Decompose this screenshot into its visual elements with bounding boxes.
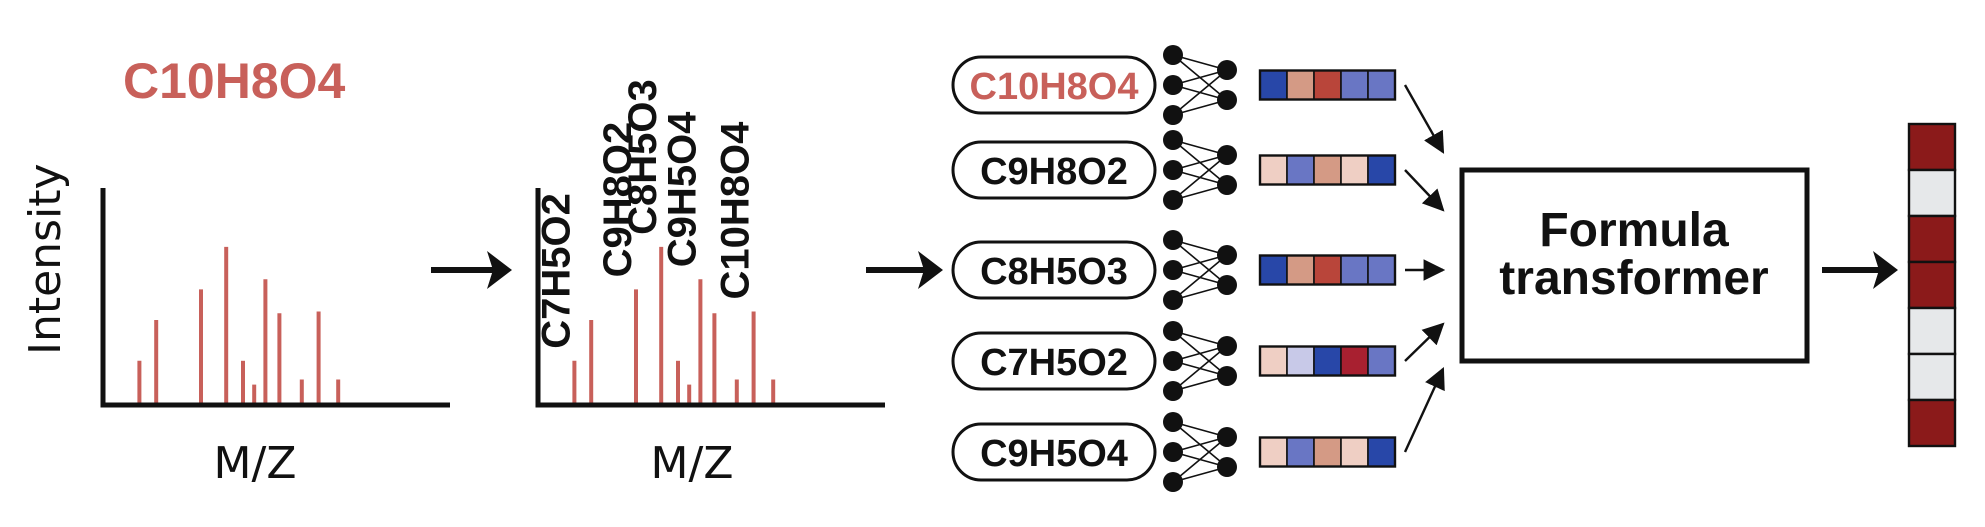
embedding-cell (1286, 154, 1315, 186)
spectrum-left-title: C10H8O4 (123, 53, 346, 109)
embedding-cell (1259, 254, 1288, 286)
output-cell (1907, 122, 1957, 172)
embedding-cell (1367, 154, 1396, 186)
embedding-cell (1286, 69, 1315, 101)
embedding-cell (1259, 436, 1288, 468)
embedding-cell (1286, 436, 1315, 468)
output-cell (1907, 352, 1957, 402)
output-cell (1907, 306, 1957, 356)
transformer-label-line1: Formula (1539, 204, 1729, 257)
formula-pill (951, 140, 1157, 200)
embedding-cell (1367, 345, 1396, 377)
output-vector (1907, 122, 1957, 448)
formula-row: C9H8O2 (951, 130, 1397, 210)
spectrum-right-xlabel: M/Z (651, 438, 734, 489)
embedding-vector (1258, 69, 1397, 101)
formula-label: C9H8O2 (980, 151, 1128, 193)
formula-pill (951, 55, 1157, 115)
embedding-cell (1286, 345, 1315, 377)
output-cell (1907, 398, 1957, 448)
formula-list: C10H8O4 C9H8O2 C8H5O3 C7H5O2 C9H5O4 (951, 45, 1397, 492)
arrow-transformer-to-output (1822, 251, 1898, 289)
neural-net-icon (1163, 45, 1237, 125)
neural-net-icon (1163, 412, 1237, 492)
embedding-cell (1367, 254, 1396, 286)
peak-label: C9H8O2 (596, 122, 640, 278)
arrow-annotated-to-formulas (866, 251, 943, 289)
embedding-cell (1340, 154, 1369, 186)
output-cell (1907, 260, 1957, 310)
embedding-arrow (1404, 322, 1445, 362)
embedding-arrow (1403, 367, 1445, 453)
formula-label: C8H5O3 (980, 251, 1128, 293)
formula-row: C8H5O3 (951, 230, 1397, 310)
spectrum-left-axes (100, 188, 450, 408)
embedding-cell (1313, 254, 1342, 286)
neural-net-icon (1163, 230, 1237, 310)
embedding-cell (1367, 69, 1396, 101)
embedding-cell (1313, 154, 1342, 186)
embedding-arrow (1404, 169, 1445, 212)
peak-label: C7H5O2 (534, 193, 578, 349)
embedding-arrow (1403, 84, 1445, 154)
output-cell (1907, 168, 1957, 218)
formula-label: C10H8O4 (970, 66, 1139, 108)
embedding-cell (1259, 154, 1288, 186)
spectrum-left-peaks (137, 246, 341, 405)
formula-row: C10H8O4 (951, 45, 1397, 125)
embedding-vector (1258, 154, 1397, 186)
embedding-cell (1286, 254, 1315, 286)
spectrum-left-xlabel: M/Z (214, 438, 297, 489)
embedding-cell (1259, 345, 1288, 377)
embedding-vector (1258, 436, 1397, 468)
embedding-vector (1258, 254, 1397, 286)
peak-label: C9H5O4 (660, 111, 704, 267)
embedding-cell (1367, 436, 1396, 468)
embedding-to-transformer-arrows (1403, 84, 1446, 453)
embedding-cell (1259, 69, 1288, 101)
embedding-vector (1258, 345, 1397, 377)
peak-label: C8H5O3 (621, 79, 665, 235)
formula-pill (951, 240, 1157, 300)
embedding-cell (1340, 345, 1369, 377)
embedding-cell (1340, 254, 1369, 286)
formula-label: C9H5O4 (980, 433, 1128, 475)
peak-label: C10H8O4 (714, 121, 758, 300)
spectrum-right-peaks (572, 246, 776, 405)
neural-net-icon (1163, 130, 1237, 210)
transformer-label-line2: transformer (1499, 252, 1768, 305)
spectrum-left-ylabel: Intensity (20, 163, 71, 355)
output-cell (1907, 214, 1957, 264)
embedding-cell (1340, 436, 1369, 468)
formula-pill (951, 422, 1157, 482)
formula-row: C7H5O2 (951, 321, 1397, 401)
embedding-cell (1313, 345, 1342, 377)
spectrum-left: C10H8O4 Intensity M/Z (20, 53, 450, 489)
formula-transformer: Formula transformer (1459, 167, 1810, 364)
arrow-spectrum-to-annotated (431, 251, 512, 289)
embedding-cell (1340, 69, 1369, 101)
formula-pill (951, 331, 1157, 391)
formula-label: C7H5O2 (980, 342, 1128, 384)
embedding-cell (1313, 69, 1342, 101)
formula-row: C9H5O4 (951, 412, 1397, 492)
spectrum-right-axes (535, 188, 885, 408)
transformer-box (1459, 167, 1810, 364)
embedding-cell (1313, 436, 1342, 468)
neural-net-icon (1163, 321, 1237, 401)
